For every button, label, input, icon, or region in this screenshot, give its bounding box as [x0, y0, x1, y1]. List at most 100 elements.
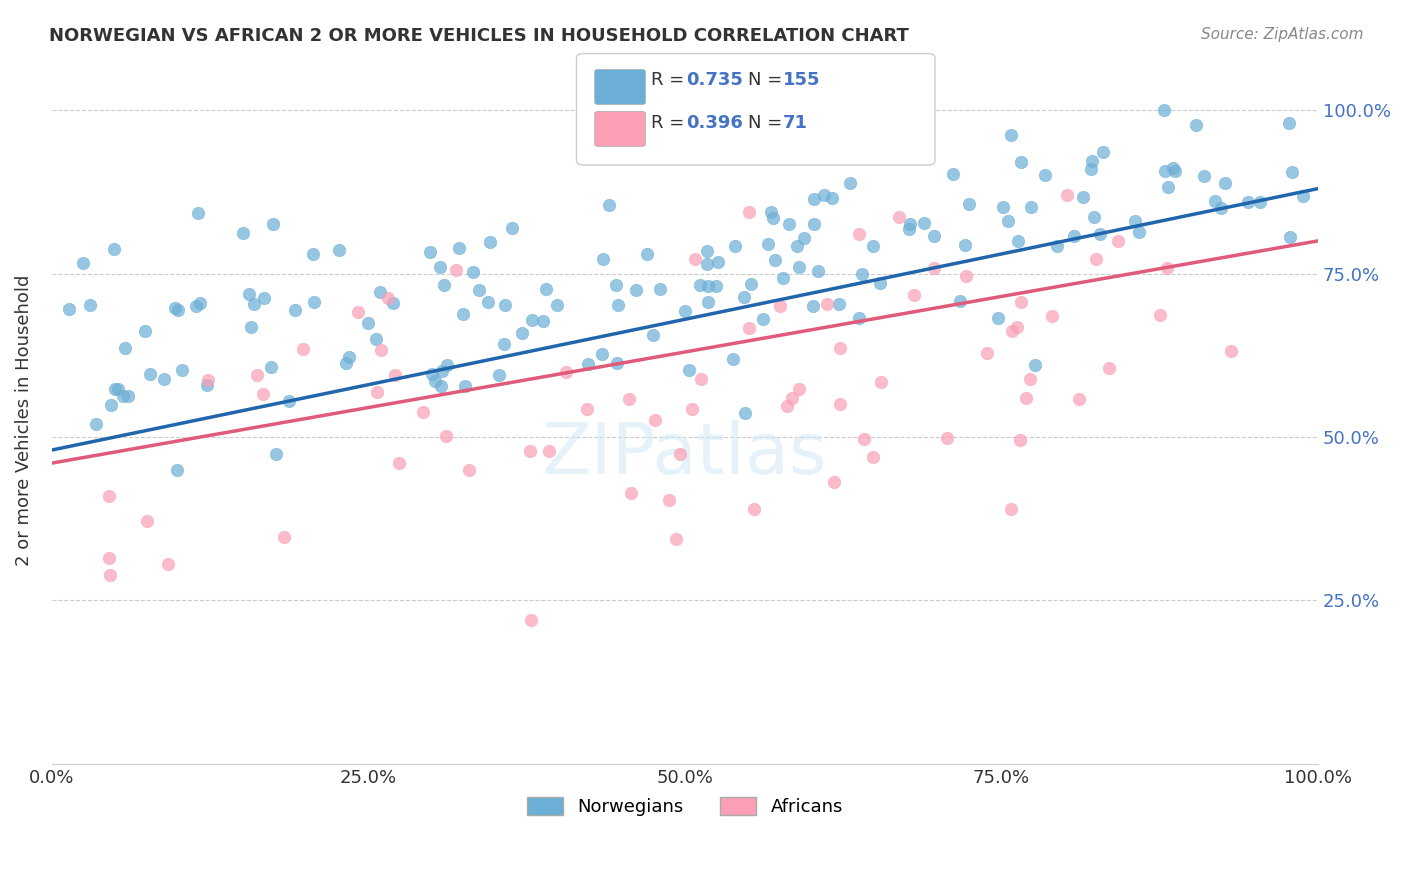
Point	[696, 278, 718, 293]
Point	[232, 226, 254, 240]
Point	[384, 368, 406, 383]
Point	[1080, 162, 1102, 177]
Point	[723, 239, 745, 253]
Point	[370, 343, 392, 357]
Point	[1001, 324, 1024, 338]
Point	[103, 242, 125, 256]
Point	[195, 378, 218, 392]
Point	[665, 532, 688, 546]
Text: ZIPatlas: ZIPatlas	[543, 420, 828, 490]
Point	[366, 332, 388, 346]
Point	[1123, 213, 1146, 227]
Point	[335, 356, 357, 370]
Point	[84, 417, 107, 432]
Point	[689, 278, 711, 293]
Text: 155: 155	[783, 71, 821, 89]
Point	[512, 326, 534, 341]
Point	[1021, 200, 1043, 214]
Point	[98, 568, 121, 582]
Point	[697, 294, 720, 309]
Point	[1279, 229, 1302, 244]
Point	[139, 367, 162, 381]
Point	[598, 198, 620, 212]
Point	[744, 502, 766, 516]
Point	[1153, 103, 1175, 117]
Point	[786, 239, 808, 253]
Point	[1164, 164, 1187, 178]
Point	[862, 238, 884, 252]
Point	[776, 400, 799, 414]
Point	[723, 352, 745, 367]
Point	[769, 299, 792, 313]
Point	[188, 296, 211, 310]
Point	[79, 297, 101, 311]
Point	[949, 294, 972, 309]
Point	[936, 431, 959, 445]
Point	[1088, 227, 1111, 241]
Point	[253, 291, 276, 305]
Point	[534, 282, 557, 296]
Point	[433, 277, 456, 292]
Point	[869, 276, 891, 290]
Point	[1007, 234, 1029, 248]
Text: R =: R =	[651, 71, 690, 89]
Point	[1067, 392, 1090, 406]
Point	[1281, 164, 1303, 178]
Point	[997, 214, 1019, 228]
Point	[555, 365, 578, 379]
Point	[153, 372, 176, 386]
Point	[605, 278, 627, 293]
Point	[103, 382, 125, 396]
Point	[1005, 319, 1028, 334]
Point	[382, 296, 405, 310]
Point	[924, 228, 946, 243]
Legend: Norwegians, Africans: Norwegians, Africans	[520, 789, 851, 823]
Point	[260, 360, 283, 375]
Point	[801, 300, 824, 314]
Point	[823, 475, 845, 490]
Point	[862, 450, 884, 465]
Point	[429, 260, 451, 275]
Point	[156, 558, 179, 572]
Point	[738, 321, 761, 335]
Point	[1000, 502, 1022, 516]
Point	[759, 205, 782, 219]
Point	[869, 375, 891, 389]
Point	[277, 394, 299, 409]
Point	[377, 292, 399, 306]
Point	[1092, 145, 1115, 159]
Point	[97, 551, 120, 566]
Point	[955, 268, 977, 283]
Point	[284, 302, 307, 317]
Point	[419, 245, 441, 260]
Point	[1128, 226, 1150, 240]
Point	[1156, 260, 1178, 275]
Point	[98, 489, 121, 503]
Point	[479, 235, 502, 250]
Point	[813, 187, 835, 202]
Text: 0.735: 0.735	[686, 71, 742, 89]
Point	[685, 252, 707, 266]
Point	[803, 192, 825, 206]
Text: N =: N =	[748, 114, 787, 132]
Point	[166, 303, 188, 318]
Point	[780, 391, 803, 405]
Point	[1154, 163, 1177, 178]
Point	[58, 301, 80, 316]
Point	[1008, 433, 1031, 447]
Point	[1156, 180, 1178, 194]
Point	[1024, 358, 1046, 372]
Point	[1046, 239, 1069, 253]
Point	[828, 397, 851, 411]
Point	[1209, 201, 1232, 215]
Point	[887, 211, 910, 225]
Point	[337, 350, 360, 364]
Point	[617, 392, 640, 407]
Point	[134, 324, 156, 338]
Point	[347, 305, 370, 319]
Point	[461, 264, 484, 278]
Point	[328, 244, 350, 258]
Point	[1185, 118, 1208, 132]
Point	[821, 191, 844, 205]
Point	[644, 413, 666, 427]
